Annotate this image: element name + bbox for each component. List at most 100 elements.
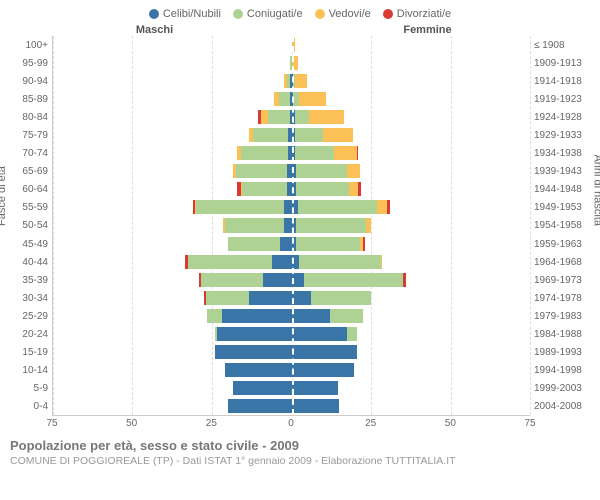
birth-year-label: 1989-1993 xyxy=(534,347,592,358)
bar-segment xyxy=(188,255,272,269)
age-label: 0-4 xyxy=(8,401,48,412)
legend-item: Divorziati/e xyxy=(383,8,451,20)
male-bar xyxy=(53,218,292,232)
chart-subtitle: COMUNE DI POGGIOREALE (TP) - Dati ISTAT … xyxy=(10,455,590,467)
center-line xyxy=(292,36,294,415)
female-bar xyxy=(292,164,531,178)
age-label: 50-54 xyxy=(8,220,48,231)
male-bar xyxy=(53,273,292,287)
birth-year-label: 1914-1918 xyxy=(534,76,592,87)
bar-segment xyxy=(225,363,292,377)
male-title: Maschi xyxy=(48,24,291,36)
x-tick: 75 xyxy=(46,418,57,429)
bar-segment xyxy=(225,218,284,232)
birth-year-label: 1944-1948 xyxy=(534,184,592,195)
bar-segment xyxy=(215,345,291,359)
bar-segment xyxy=(295,128,324,142)
bar-segment xyxy=(357,146,359,160)
birth-year-label: 1999-2003 xyxy=(534,383,592,394)
female-bar xyxy=(292,38,531,52)
female-bar xyxy=(292,182,531,196)
bar-segment xyxy=(292,327,348,341)
female-bar xyxy=(292,237,531,251)
bar-segment xyxy=(292,345,357,359)
bar-segment xyxy=(284,218,292,232)
y-axis-label-right: Anni di nascita xyxy=(592,154,600,226)
bar-segment xyxy=(311,291,371,305)
age-label: 5-9 xyxy=(8,383,48,394)
birth-year-label: 1924-1928 xyxy=(534,112,592,123)
birth-year-label: 1934-1938 xyxy=(534,148,592,159)
age-label: 10-14 xyxy=(8,365,48,376)
bar-segment xyxy=(334,146,356,160)
age-label: 60-64 xyxy=(8,184,48,195)
age-label: 70-74 xyxy=(8,148,48,159)
male-bar xyxy=(53,327,292,341)
male-bar xyxy=(53,399,292,413)
male-bar xyxy=(53,164,292,178)
birth-year-label: 1974-1978 xyxy=(534,293,592,304)
bar-segment xyxy=(284,200,292,214)
bar-segment xyxy=(228,399,292,413)
y-axis-right: ≤ 19081909-19131914-19181919-19231924-19… xyxy=(530,36,592,416)
age-label: 65-69 xyxy=(8,166,48,177)
male-bar xyxy=(53,74,292,88)
bar-segment xyxy=(377,200,387,214)
female-bar xyxy=(292,92,531,106)
bar-segment xyxy=(363,237,365,251)
bar-segment xyxy=(196,200,283,214)
x-tick: 25 xyxy=(206,418,217,429)
birth-year-label: 1949-1953 xyxy=(534,202,592,213)
legend-label: Celibi/Nubili xyxy=(163,8,221,20)
age-label: 15-19 xyxy=(8,347,48,358)
bar-segment xyxy=(299,255,380,269)
legend-item: Coniugati/e xyxy=(233,8,303,20)
chart-footer: Popolazione per età, sesso e stato civil… xyxy=(0,432,600,467)
female-bar xyxy=(292,291,531,305)
bar-segment xyxy=(358,182,361,196)
x-tick: 50 xyxy=(445,418,456,429)
male-bar xyxy=(53,146,292,160)
legend-label: Coniugati/e xyxy=(247,8,303,20)
bar-segment xyxy=(296,218,366,232)
female-bar xyxy=(292,381,531,395)
female-bar xyxy=(292,56,531,70)
bar-segment xyxy=(292,291,311,305)
bar-segment xyxy=(242,182,287,196)
bar-segment xyxy=(323,128,353,142)
male-bar xyxy=(53,381,292,395)
bar-segment xyxy=(279,92,290,106)
male-bar xyxy=(53,110,292,124)
legend-label: Vedovi/e xyxy=(329,8,371,20)
bar-segment xyxy=(268,110,290,124)
female-title: Femmine xyxy=(291,24,534,36)
bar-segment xyxy=(292,381,338,395)
x-tick: 50 xyxy=(126,418,137,429)
birth-year-label: 1979-1983 xyxy=(534,311,592,322)
bar-segment xyxy=(217,327,292,341)
female-bar xyxy=(292,309,531,323)
bar-segment xyxy=(366,218,371,232)
chart-plot-area: Fasce di età 100+95-9990-9485-8980-8475-… xyxy=(0,36,600,416)
age-label: 80-84 xyxy=(8,112,48,123)
birth-year-label: 1919-1923 xyxy=(534,94,592,105)
x-axis-ticks: 7550250255075 xyxy=(52,418,530,432)
bar-segment xyxy=(249,291,292,305)
bar-segment xyxy=(228,237,280,251)
bar-segment xyxy=(236,164,287,178)
chart-container: Celibi/Nubili Coniugati/e Vedovi/e Divorzia… xyxy=(0,0,600,500)
female-bar xyxy=(292,218,531,232)
bar-segment xyxy=(292,399,340,413)
birth-year-label: 1909-1913 xyxy=(534,58,592,69)
bar-segment xyxy=(403,273,406,287)
male-bar xyxy=(53,291,292,305)
legend: Celibi/Nubili Coniugati/e Vedovi/e Divorzia… xyxy=(0,0,600,24)
side-titles: Maschi Femmine xyxy=(0,24,600,36)
birth-year-label: 1969-1973 xyxy=(534,275,592,286)
bar-segment xyxy=(295,74,308,88)
female-bar xyxy=(292,74,531,88)
female-bar xyxy=(292,110,531,124)
bar-segment xyxy=(349,182,359,196)
birth-year-label: 1984-1988 xyxy=(534,329,592,340)
bar-segment xyxy=(253,128,288,142)
